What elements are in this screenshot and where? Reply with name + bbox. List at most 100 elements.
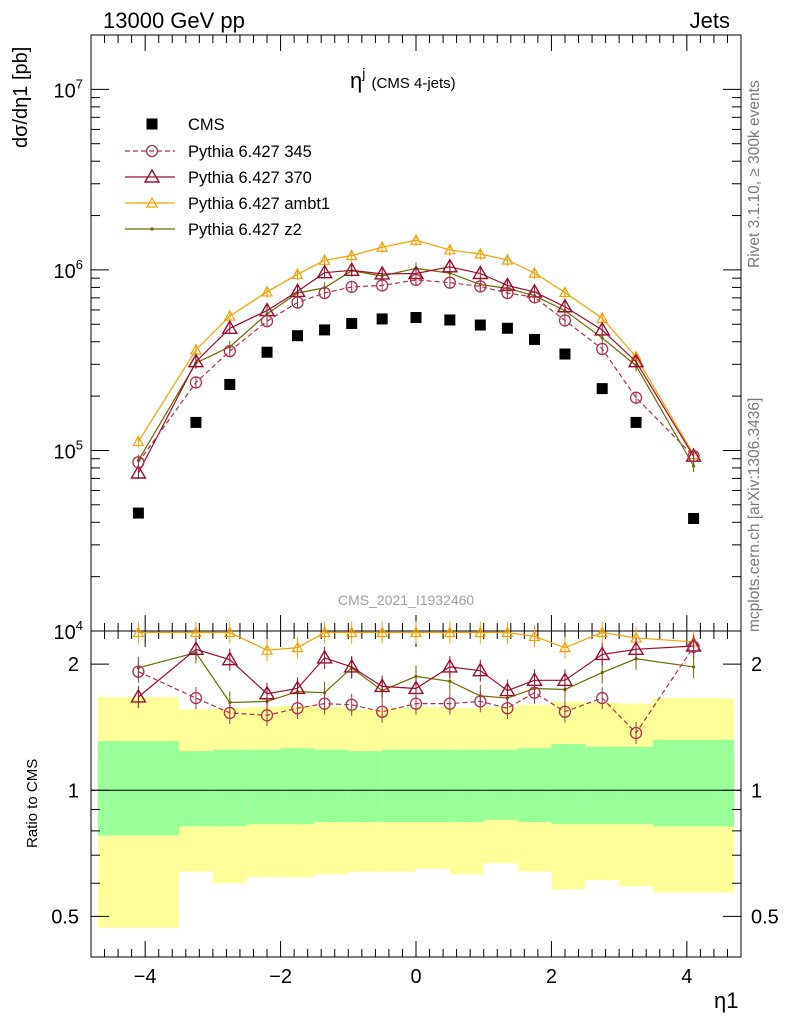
band-inner-bin: [585, 746, 620, 825]
x-tick-label: 4: [681, 966, 692, 988]
data-point-pythia-6-427-370: [556, 298, 574, 313]
data-point-pythia-6-427-345: [596, 342, 609, 356]
data-point-pythia-6-427-ambt1: [409, 233, 423, 245]
band-inner-bin: [348, 751, 383, 823]
band-inner-bin: [483, 749, 518, 820]
y-tick-label-main: 105: [54, 437, 83, 463]
data-point-cms: [346, 317, 358, 329]
ratio-point-pythia-6-427-z2: [414, 674, 418, 679]
data-point-pythia-6-427-370: [627, 353, 645, 368]
data-point-pythia-6-427-370: [441, 258, 459, 273]
plot-title-subtitle: (CMS 4-jets): [371, 75, 456, 92]
ratio-point-pythia-6-427-ambt1: [558, 641, 571, 653]
ratio-point-pythia-6-427-ambt1: [409, 626, 423, 638]
data-point-pythia-6-427-z2: [692, 464, 696, 468]
ratio-point-pythia-6-427-370: [130, 688, 147, 703]
plot-title: ηj (CMS 4-jets): [350, 65, 456, 94]
ratio-point-pythia-6-427-370: [221, 651, 239, 666]
plot-title-superscript: j: [362, 65, 366, 81]
ratio-point-pythia-6-427-ambt1: [443, 626, 456, 638]
data-point-cms: [688, 512, 700, 524]
analysis-watermark: CMS_2021_I1932460: [338, 592, 475, 608]
x-tick-label: 0: [410, 966, 421, 988]
data-point-pythia-6-427-370: [316, 264, 333, 279]
band-inner-bin: [652, 739, 735, 827]
data-point-pythia-6-427-345: [687, 449, 700, 463]
data-point-cms: [596, 383, 608, 395]
data-point-pythia-6-427-370: [187, 353, 205, 368]
ratio-point-pythia-6-427-345: [687, 640, 700, 653]
legend-marker-pythia-6-427-ambt1: [145, 196, 159, 208]
data-point-pythia-6-427-370: [472, 265, 489, 280]
band-inner-bin: [416, 749, 450, 823]
legend-label-cms: CMS: [188, 116, 225, 134]
ratio-point-pythia-6-427-345: [596, 691, 609, 705]
y-tick-label-ratio-right: 2: [751, 654, 762, 676]
band-inner-bin: [212, 749, 247, 827]
ratio-point-pythia-6-427-ambt1: [291, 641, 304, 653]
x-axis-label: η1: [714, 988, 739, 1013]
ratio-point-pythia-6-427-370: [289, 680, 306, 695]
data-point-pythia-6-427-345: [223, 344, 236, 358]
legend-label-pythia-6-427-345: Pythia 6.427 345: [188, 143, 312, 161]
data-point-cms: [528, 333, 540, 345]
legend-marker-pythia-6-427-z2: [150, 227, 154, 231]
legend-marker-cms: [146, 118, 158, 130]
ratio-point-pythia-6-427-z2: [692, 665, 696, 669]
plot-title-main: η: [350, 68, 363, 93]
ratio-uncertainty-bands: [97, 696, 735, 928]
ratio-point-pythia-6-427-345: [528, 686, 541, 699]
ratio-plot-series: [130, 621, 702, 745]
ratio-point-pythia-6-427-z2: [600, 670, 604, 675]
ratio-point-pythia-6-427-ambt1: [474, 626, 487, 638]
data-point-pythia-6-427-345: [409, 273, 423, 287]
data-point-pythia-6-427-370: [221, 319, 239, 334]
ratio-point-pythia-6-427-370: [472, 662, 489, 677]
data-point-cms: [559, 348, 571, 360]
ratio-point-pythia-6-427-345: [375, 705, 389, 718]
ratio-point-pythia-6-427-370: [343, 658, 360, 673]
band-inner-bin: [280, 748, 315, 825]
ratio-point-pythia-6-427-345: [318, 697, 331, 710]
data-point-cms: [132, 507, 144, 519]
mcplots-reference-label: mcplots.cern.ch [arXiv:1306.3436]: [746, 397, 763, 632]
ratio-point-pythia-6-427-345: [189, 691, 203, 705]
ratio-point-pythia-6-427-345: [345, 698, 358, 711]
data-point-pythia-6-427-ambt1: [528, 266, 541, 278]
band-inner-bin: [246, 749, 281, 825]
ratio-point-pythia-6-427-ambt1: [132, 626, 145, 638]
ratio-point-pythia-6-427-ambt1: [376, 626, 389, 638]
data-point-pythia-6-427-345: [375, 279, 389, 292]
data-point-cms: [376, 313, 388, 325]
data-point-pythia-6-427-z2: [600, 336, 604, 340]
data-point-cms: [501, 322, 513, 334]
ratio-point-pythia-6-427-345: [474, 695, 487, 708]
x-tick-label: −4: [134, 966, 157, 988]
y-tick-label-main: 104: [54, 618, 83, 644]
y-tick-label-ratio-right: 1: [751, 780, 762, 802]
data-point-cms: [224, 378, 236, 390]
data-point-pythia-6-427-ambt1: [291, 268, 304, 279]
legend-marker-pythia-6-427-345: [145, 144, 159, 158]
ratio-point-pythia-6-427-z2: [448, 679, 452, 683]
ratio-point-pythia-6-427-345: [558, 705, 572, 718]
data-point-pythia-6-427-ambt1: [474, 247, 487, 259]
ratio-point-pythia-6-427-345: [223, 706, 236, 720]
data-point-cms: [190, 416, 202, 428]
data-point-pythia-6-427-ambt1: [132, 435, 145, 447]
series-line-pythia-6-427-z2: [137, 267, 695, 467]
axis-ticks: [90, 34, 742, 957]
ratio-point-pythia-6-427-ambt1: [261, 643, 274, 655]
data-point-pythia-6-427-345: [318, 286, 331, 300]
ratio-point-pythia-6-427-370: [441, 658, 459, 673]
tick-labels: 104 105 106 107 0.5 0.5 1 1 2 2 −4 −2 0 2 4: [51, 76, 779, 988]
data-point-pythia-6-427-370: [373, 265, 391, 280]
ratio-point-pythia-6-427-ambt1: [318, 626, 331, 638]
ratio-point-pythia-6-427-ambt1: [223, 626, 236, 638]
data-point-pythia-6-427-370: [130, 464, 147, 479]
band-inner-bin: [517, 748, 552, 823]
legend-label-pythia-6-427-ambt1: Pythia 6.427 ambt1: [188, 195, 330, 213]
data-point-pythia-6-427-345: [291, 296, 304, 309]
ratio-point-pythia-6-427-345: [501, 702, 514, 715]
